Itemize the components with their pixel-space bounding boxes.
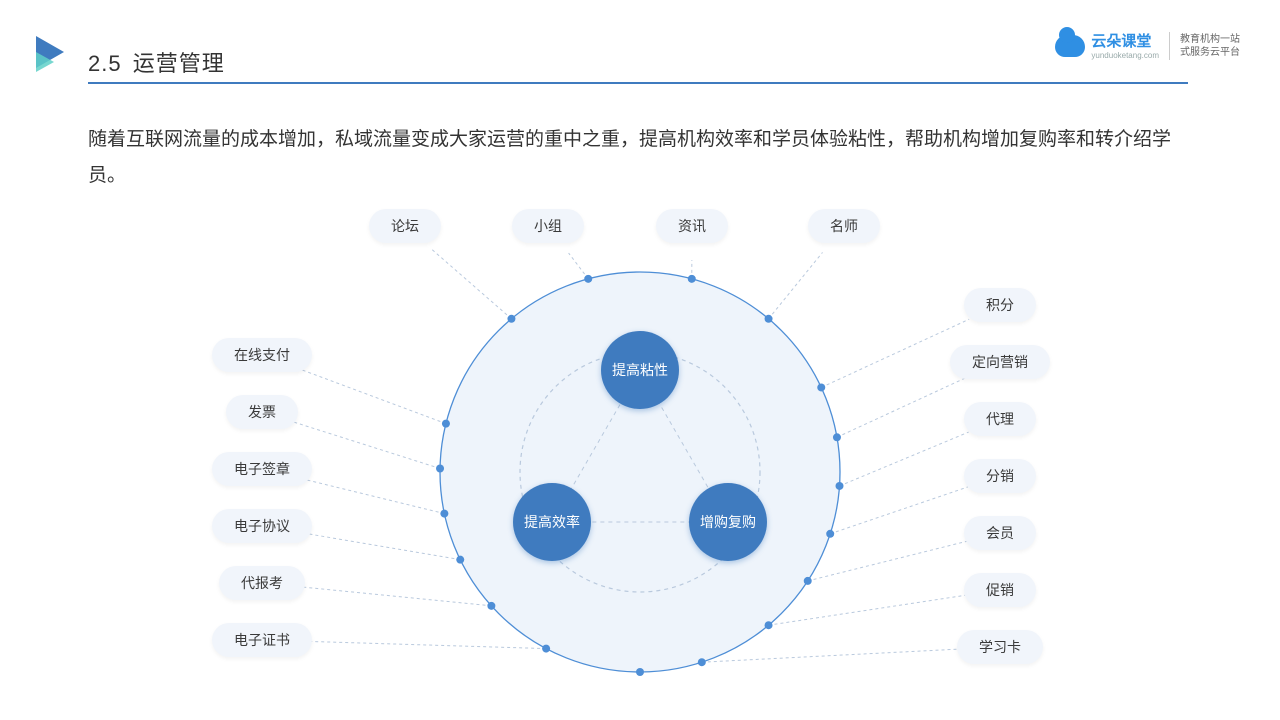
node-ecert: 电子证书 bbox=[212, 623, 312, 657]
logo-name: 云朵课堂 bbox=[1091, 33, 1151, 50]
node-agent: 代理 bbox=[964, 402, 1036, 436]
node-onlinepay: 在线支付 bbox=[212, 338, 312, 372]
operations-radial-diagram: 论坛 小组 资讯 名师积分定向营销代理分销会员促销学习卡 在线支付发票电子签章电子协议代… bbox=[0, 200, 1280, 720]
section-title-text: 运营管理 bbox=[133, 51, 225, 76]
node-studycard: 学习卡 bbox=[957, 630, 1043, 664]
logo-domain: yunduoketang.com bbox=[1091, 51, 1159, 60]
node-esign: 电子签章 bbox=[212, 452, 312, 486]
node-proxyexam: 代报考 bbox=[219, 566, 305, 600]
node-targeted: 定向营销 bbox=[950, 345, 1050, 379]
section-number: 2.5 bbox=[88, 51, 122, 76]
node-promo: 促销 bbox=[964, 573, 1036, 607]
node-forum: 论坛 bbox=[369, 209, 441, 243]
node-group: 小组 bbox=[512, 209, 584, 243]
node-econtract: 电子协议 bbox=[212, 509, 312, 543]
node-points: 积分 bbox=[964, 288, 1036, 322]
node-invoice: 发票 bbox=[226, 395, 298, 429]
node-teacher: 名师 bbox=[808, 209, 880, 243]
intro-paragraph: 随着互联网流量的成本增加，私域流量变成大家运营的重中之重，提高机构效率和学员体验… bbox=[88, 122, 1188, 194]
logo-divider bbox=[1169, 32, 1170, 60]
hub-sticky: 提高粘性 bbox=[601, 331, 679, 409]
section-title: 2.5 运营管理 bbox=[88, 46, 225, 78]
hub-efficiency: 提高效率 bbox=[513, 483, 591, 561]
cloud-icon bbox=[1055, 35, 1085, 57]
node-news: 资讯 bbox=[656, 209, 728, 243]
node-distribute: 分销 bbox=[964, 459, 1036, 493]
brand-logo: 云朵课堂 yunduoketang.com 教育机构一站 式服务云平台 bbox=[1055, 32, 1240, 60]
hub-repurchase: 增购复购 bbox=[689, 483, 767, 561]
logo-tagline: 教育机构一站 式服务云平台 bbox=[1180, 33, 1240, 59]
title-underline bbox=[88, 82, 1188, 84]
node-member: 会员 bbox=[964, 516, 1036, 550]
